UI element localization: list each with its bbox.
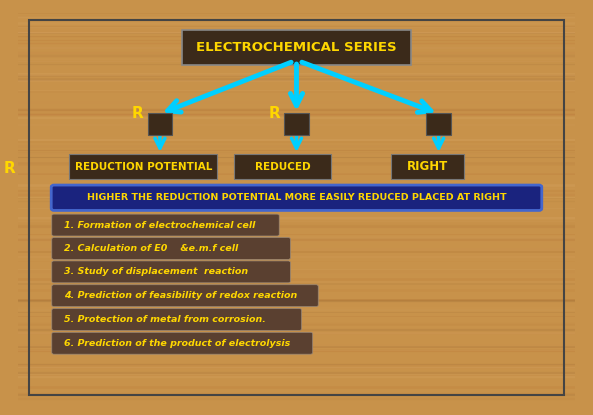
FancyBboxPatch shape [391,154,464,179]
FancyBboxPatch shape [52,214,279,236]
FancyBboxPatch shape [52,285,318,307]
Text: RIGHT: RIGHT [407,160,448,173]
FancyBboxPatch shape [426,113,451,134]
Text: 4. Prediction of feasibility of redox reaction: 4. Prediction of feasibility of redox re… [64,291,297,300]
FancyBboxPatch shape [69,154,217,179]
Text: HIGHER THE REDUCTION POTENTIAL MORE EASILY REDUCED PLACED AT RIGHT: HIGHER THE REDUCTION POTENTIAL MORE EASI… [87,193,506,202]
Text: 6. Prediction of the product of electrolysis: 6. Prediction of the product of electrol… [64,339,291,348]
Text: 2. Calculation of E0    &e.m.f cell: 2. Calculation of E0 &e.m.f cell [64,244,238,253]
Text: 3. Study of displacement  reaction: 3. Study of displacement reaction [64,267,248,276]
Text: 1. Formation of electrochemical cell: 1. Formation of electrochemical cell [64,220,256,229]
Text: ELECTROCHEMICAL SERIES: ELECTROCHEMICAL SERIES [196,41,397,54]
Text: REDUCED: REDUCED [255,161,310,171]
FancyBboxPatch shape [52,308,301,330]
FancyBboxPatch shape [52,237,291,259]
Text: R: R [268,106,280,121]
FancyBboxPatch shape [52,332,313,354]
FancyBboxPatch shape [52,261,291,283]
Text: R: R [132,106,144,121]
FancyBboxPatch shape [51,185,542,210]
FancyBboxPatch shape [148,113,172,134]
Text: 5. Protection of metal from corrosion.: 5. Protection of metal from corrosion. [64,315,266,324]
Text: R: R [4,161,15,176]
FancyBboxPatch shape [284,113,309,134]
FancyBboxPatch shape [234,154,331,179]
FancyBboxPatch shape [182,30,411,65]
Text: REDUCTION POTENTIAL: REDUCTION POTENTIAL [75,161,212,171]
